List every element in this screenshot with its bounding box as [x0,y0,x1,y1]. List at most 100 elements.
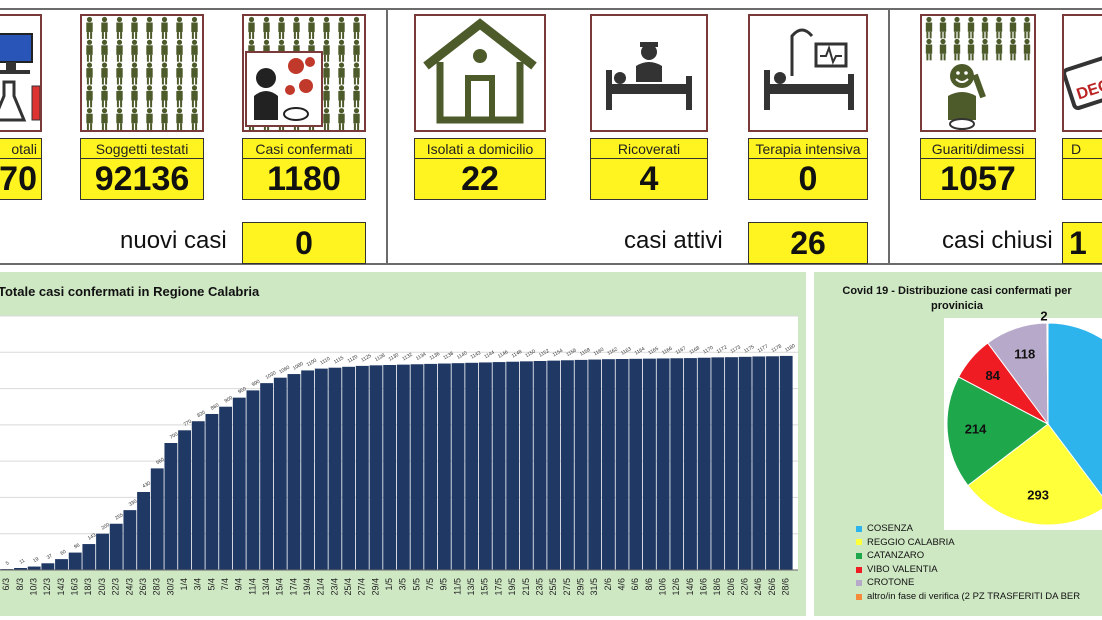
bar-value-label: 1163 [620,346,633,357]
x-tick-label: 17/5 [493,578,503,596]
x-tick-label: 12/3 [42,578,52,596]
bar [137,491,150,570]
legend-swatch [856,525,862,532]
confirmed-cases-icon [242,14,366,132]
person-icon [967,38,975,61]
legend-label: altro/in fase di verifica (2 PZ TRASFERI… [867,590,1081,602]
bar [68,552,82,570]
bar-value-label: 1125 [360,353,373,364]
people-grid-icon [86,16,198,130]
x-tick-label: 15/5 [480,578,490,596]
pie-slice [967,423,1102,526]
person-icon [116,39,123,62]
bar-value-label: 37 [46,553,54,561]
bar-value-label: 1165 [647,346,660,357]
bar-value-label: 860 [210,402,220,411]
x-tick-label: 14/3 [56,578,66,596]
people-grid-icon [245,16,360,130]
x-tick-label: 18/6 [712,578,722,596]
x-tick-label: 13/4 [261,578,271,596]
bar [55,559,68,570]
person-icon [176,16,183,39]
bar-value-label: 1146 [497,349,510,360]
bar [260,383,274,570]
person-icon [278,16,285,39]
card-label: Casi confermati [242,138,366,160]
bar-value-label: 770 [183,419,193,428]
bar [96,533,109,570]
x-tick-label: 21/4 [316,578,326,596]
x-tick-label: 20/3 [97,578,107,596]
bar [314,368,328,570]
person-icon [176,108,183,130]
bar-value-label: 950 [237,386,247,395]
person-icon [191,108,198,130]
bar-value-label: 143 [87,532,97,541]
bar-value-label: 96 [73,542,81,550]
recovered-icon [920,14,1036,132]
bar-value-label: 330 [128,498,138,507]
x-tick-label: 3/5 [398,578,408,591]
bar [437,363,451,570]
bar-value-label: 1115 [333,355,345,365]
x-tick-label: 12/6 [671,578,681,596]
bar [725,357,738,570]
x-tick-label: 28/3 [152,578,162,596]
divider [0,263,1102,265]
x-tick-label: 31/5 [589,578,599,596]
legend-swatch [856,539,862,546]
bar-value-label: 1178 [770,343,783,354]
bar-value-label: 1180 [784,343,797,354]
person-icon [161,85,168,108]
legend-label: CROTONE [867,577,915,589]
bar [752,356,766,570]
person-icon [1023,38,1031,61]
x-tick-label: 16/3 [70,578,80,596]
bar-value-label: 60 [60,549,68,557]
legend-label: VIBO VALENTIA [867,563,938,575]
pie-slice [1047,322,1102,497]
legend-item: VIBO VALENTIA [856,563,1102,577]
pie-title: Covid 19 - Distribuzione casi confermati… [842,285,1072,312]
legend-item: REGGIO CALABRIA [856,536,1102,550]
bar [27,566,41,570]
person-icon [161,108,168,130]
card-label: otali [0,138,42,160]
people-grid-icon [925,16,1031,130]
legend-swatch [856,593,862,600]
bar-value-label: 1120 [347,354,360,365]
bar [191,421,205,570]
person-icon [353,108,360,130]
x-tick-label: 16/6 [699,578,709,596]
person-icon [116,108,123,130]
bar [424,363,438,570]
bar [451,363,465,570]
bar-value-label: 1172 [716,344,729,355]
bar-value-label: 1080 [292,361,305,372]
x-tick-label: 15/4 [275,578,285,596]
x-tick-label: 21/5 [521,578,531,596]
bar-value-label: 990 [251,379,261,388]
person-icon [191,16,198,39]
x-tick-label: 22/3 [111,578,121,596]
person-icon [116,85,123,108]
x-tick-label: 7/5 [425,578,435,591]
person-icon [1009,16,1017,39]
bar-value-label: 1156 [565,347,578,358]
bar-value-label: 1168 [688,345,701,356]
legend-swatch [856,566,862,573]
card-value: 1180 [242,158,366,200]
person-icon [981,16,989,39]
person-icon [146,16,153,39]
new-cases-label: nuovi casi [120,227,227,254]
bar-value-label: 1158 [579,347,592,358]
card-label: Guariti/dimessi [920,138,1036,160]
person-icon [131,62,138,85]
x-tick-label: 5/5 [411,578,421,591]
people-grid-icon [80,14,204,132]
divider [386,8,388,264]
person-icon [338,39,345,62]
person-icon [939,16,947,39]
person-icon [86,39,93,62]
